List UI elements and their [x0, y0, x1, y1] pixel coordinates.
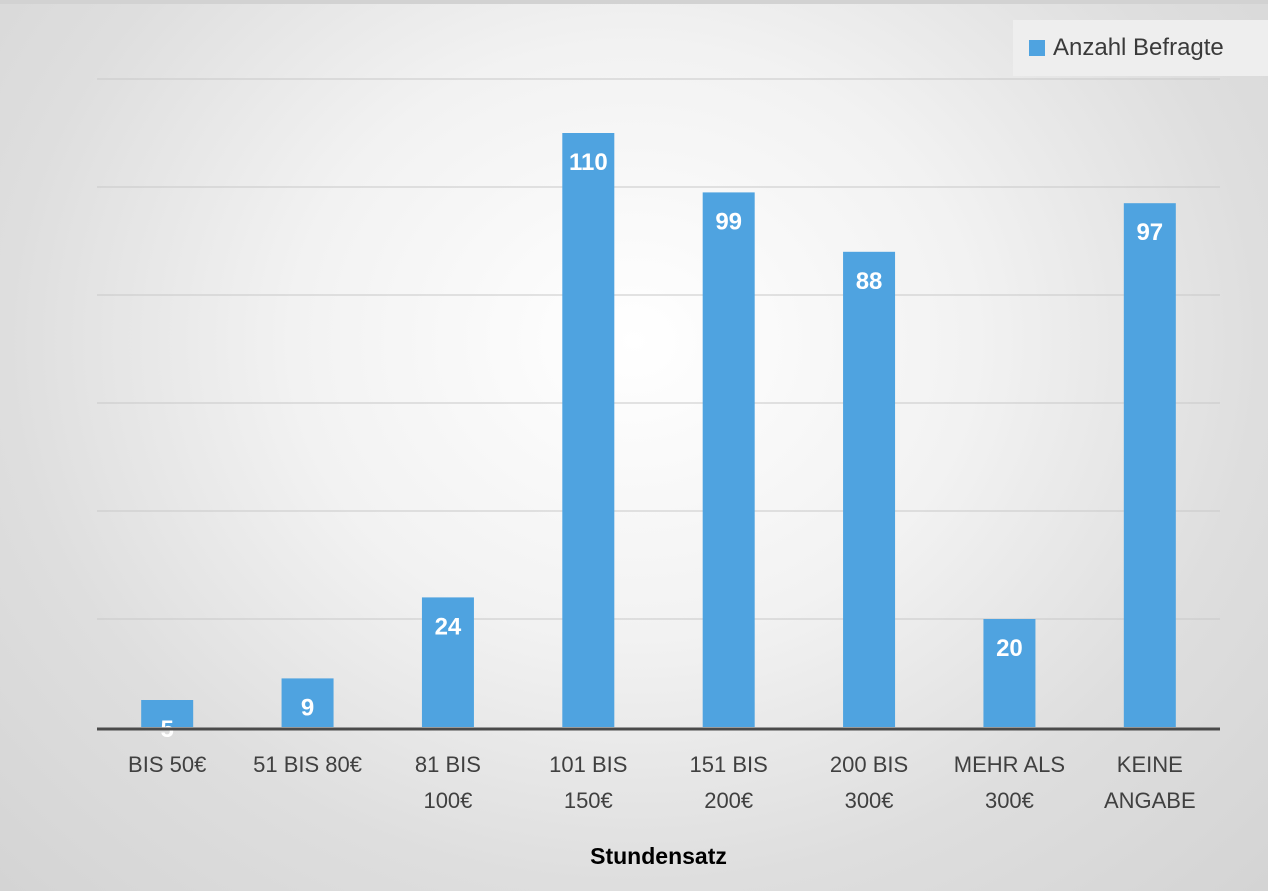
legend-swatch — [1029, 40, 1045, 56]
x-tick-label: 101 BIS — [549, 752, 627, 777]
x-tick-label: 200 BIS — [830, 752, 908, 777]
data-label: 24 — [435, 613, 462, 640]
x-tick-label: 200€ — [704, 788, 753, 813]
bar — [1123, 203, 1176, 727]
legend: Anzahl Befragte — [1013, 20, 1268, 76]
bar — [702, 192, 755, 727]
x-tick-label: 300€ — [985, 788, 1034, 813]
data-label: 97 — [1136, 219, 1163, 246]
bar — [983, 619, 1036, 727]
bar — [421, 597, 474, 727]
x-axis-title: Stundensatz — [590, 843, 727, 869]
data-label: 9 — [301, 694, 314, 721]
x-tick-label: 100€ — [423, 788, 472, 813]
x-tick-label: 150€ — [564, 788, 613, 813]
x-tick-label: ANGABE — [1104, 788, 1196, 813]
x-tick-label: BIS 50€ — [128, 752, 206, 777]
bar — [562, 133, 615, 727]
legend-label: Anzahl Befragte — [1053, 34, 1224, 61]
bar — [141, 700, 194, 727]
x-tick-label: 81 BIS — [415, 752, 481, 777]
data-label: 88 — [856, 268, 883, 295]
x-tick-label: 300€ — [845, 788, 894, 813]
x-tick-label: MEHR ALS — [954, 752, 1065, 777]
bar — [281, 678, 334, 727]
x-tick-label: 51 BIS 80€ — [253, 752, 362, 777]
x-tick-label: KEINE — [1117, 752, 1183, 777]
data-label: 20 — [996, 635, 1023, 662]
x-tick-label: 151 BIS — [690, 752, 768, 777]
data-label: 99 — [715, 208, 742, 235]
data-label: 110 — [569, 149, 608, 176]
bar — [843, 251, 896, 728]
